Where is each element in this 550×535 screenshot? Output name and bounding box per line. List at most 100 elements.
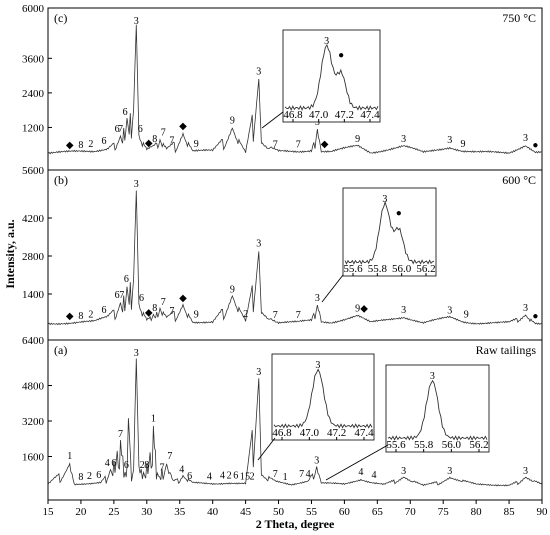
peak-label: 7 [273,310,278,321]
y-tick-label: 1400 [22,289,45,301]
x-tick-label: 90 [537,506,549,518]
peak-label: 9 [355,304,360,315]
peak-label: 3 [401,466,406,477]
panel-label: (a) [54,343,67,357]
peak-label: 7 [169,136,174,147]
peak-label: 4 [306,469,311,480]
inset: 55.6 55.8 56.0 56.2 3 [325,364,490,481]
y-axis-title: Intensity, a.u. [3,219,17,288]
spectrum-line [47,358,543,487]
inset-x-tick-label: 56.0 [442,439,462,451]
x-tick-label: 50 [273,506,285,518]
peak-label: 1 [67,451,72,462]
inset-spectrum-line [387,379,488,441]
y-tick-label: 6000 [22,3,45,15]
peak-label: 9 [194,310,199,321]
peak-label: ● [532,140,538,151]
inset-x-tick-label: 56.2 [469,439,488,451]
y-tick-label: 6400 [22,335,45,347]
inset-frame [282,29,381,123]
inset-peak-label: ● [396,208,402,219]
peak-label: 3 [447,466,452,477]
inset: 46.8 47.0 47.2 47.4 3 ● [261,29,381,129]
inset-frame [342,187,437,277]
inset-x-tick-label: 55.8 [414,439,434,451]
peak-label: 3 [256,66,261,77]
peak-label: 4 [179,464,184,475]
peak-label: ◆ [360,304,368,315]
inset-x-tick-label: 47.0 [300,427,320,439]
peak-label: 3 [314,456,319,467]
inset-peak-label: 3 [324,36,329,47]
peak-label: 7 [159,462,164,473]
y-tick-label: 1200 [22,122,45,134]
peak-label: ◆ [179,293,187,304]
peak-label: 4 [372,470,377,481]
y-tick-label: 4200 [22,213,45,225]
peak-label: 3 [523,466,528,477]
inset-x-tick-label: 47.2 [327,427,346,439]
spectrum-line [47,24,543,155]
x-tick-label: 80 [471,506,483,518]
peak-label: 8 [78,140,83,151]
peak-label: 6 [115,290,120,301]
x-tick-label: 70 [405,506,417,518]
peak-label: 8 [152,134,157,145]
inset-x-tick-label: 55.6 [343,263,363,275]
peak-label: 9 [460,139,465,150]
inset-x-tick-label: 56.2 [416,263,435,275]
peak-label: ● [532,311,538,322]
peak-label: 7 [273,140,278,151]
x-tick-label: 15 [43,506,55,518]
peak-label: 6 [115,124,120,135]
peak-label: 6 [233,471,238,482]
peak-label: 2 [88,310,93,321]
peak-label: 3 [134,348,139,359]
peak-label: 8 [144,460,149,471]
inset-spectrum-line [284,43,379,111]
x-tick-label: 45 [240,506,252,518]
panel-label: (c) [54,11,67,25]
peak-label: ◆ [145,308,153,319]
inset-x-tick-label: 47.0 [309,109,329,121]
peak-label: 3 [134,179,139,190]
x-tick-label: 60 [339,506,351,518]
peak-label: 7 [118,124,123,135]
peak-label: 6 [96,470,101,481]
y-tick-label: 2800 [22,251,45,263]
panel-condition: Raw tailings [476,343,537,357]
inset-arrow [321,274,344,303]
peak-label: 3 [401,134,406,145]
peak-label: 3 [447,305,452,316]
x-tick-label: 55 [306,506,318,518]
y-tick-label: 3200 [22,416,45,428]
peak-label: 3 [523,303,528,314]
peak-label: 3 [523,133,528,144]
x-tick-label: 30 [141,506,153,518]
inset: 46.8 47.0 47.2 47.4 3 [257,353,375,461]
x-tick-label: 75 [438,506,450,518]
y-tick-label: 2400 [22,88,45,100]
peak-label: 6 [138,124,143,135]
inset-peak-label: 3 [382,194,387,205]
plot-frame [47,7,543,501]
peak-label: 3 [315,293,320,304]
peak-label: 3 [134,16,139,27]
peak-label: 8 [152,303,157,314]
peak-label: 7 [273,469,278,480]
peak-label: 2 [88,139,93,150]
inset-peak-label: 3 [315,360,320,371]
peak-label: ◆ [145,138,153,149]
peak-label: 6 [101,305,106,316]
x-axis-title: 2 Theta, degree [256,517,335,531]
peak-label: 2 [227,471,232,482]
y-tick-label: 5600 [22,165,45,177]
peak-label: 3 [401,305,406,316]
inset-spectrum-line [273,368,373,429]
inset-arrow [261,111,284,129]
inset-x-tick-label: 47.2 [335,109,354,121]
peak-label: 2 [250,472,255,483]
y-tick-label: 3600 [22,53,45,65]
peak-label: 6 [124,460,129,471]
